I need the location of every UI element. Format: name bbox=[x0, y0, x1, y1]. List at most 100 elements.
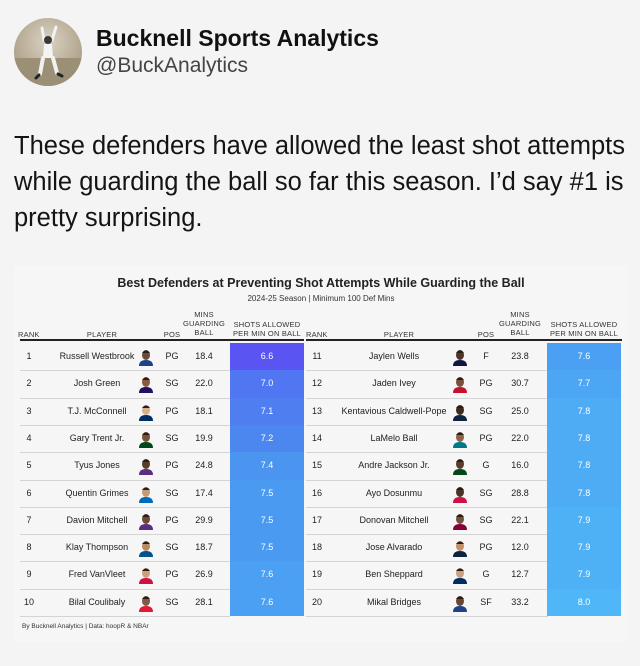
shots-allowed-cell: 7.4 bbox=[230, 452, 304, 480]
table-row: 2 Josh Green SG 22.0 7.0 bbox=[14, 370, 628, 399]
rank-cell: 16 bbox=[311, 487, 322, 498]
rank-cell: 8 bbox=[26, 542, 32, 553]
player-name: Jaylen Wells bbox=[368, 351, 420, 361]
player-headshot-icon bbox=[138, 430, 154, 448]
position-cell: SG bbox=[165, 432, 179, 443]
player-name: Mikal Bridges bbox=[366, 596, 422, 607]
shots-allowed-cell: 7.2 bbox=[230, 424, 304, 453]
column-header-pos: POS bbox=[477, 330, 495, 339]
minutes-cell: 24.8 bbox=[195, 460, 213, 471]
player-name: Gary Trent Jr. bbox=[69, 432, 125, 443]
position-cell: PG bbox=[165, 460, 179, 471]
shots-allowed-cell: 8.0 bbox=[547, 588, 621, 617]
shots-allowed-cell: 7.8 bbox=[547, 424, 621, 453]
position-cell: SG bbox=[165, 487, 179, 498]
table-row: 12 Jaden Ivey PG 30.7 7.7 bbox=[14, 370, 628, 399]
table-row: 6 Quentin Grimes SG 17.4 7.5 bbox=[14, 479, 628, 508]
player-headshot-icon bbox=[452, 485, 468, 503]
player-name: Josh Green bbox=[73, 378, 121, 389]
row-divider bbox=[20, 479, 230, 481]
rank-cell: 5 bbox=[26, 460, 32, 471]
minutes-cell: 22.1 bbox=[511, 514, 529, 525]
column-header-mins: MINS GUARDING BALL bbox=[182, 310, 226, 337]
minutes-cell: 12.7 bbox=[511, 569, 529, 580]
player-headshot-icon bbox=[452, 430, 468, 448]
shots-allowed-cell: 7.5 bbox=[230, 506, 304, 535]
rank-cell: 2 bbox=[26, 378, 32, 389]
shots-allowed-cell: 6.6 bbox=[230, 343, 304, 371]
position-cell: SG bbox=[479, 405, 493, 416]
shots-allowed-cell: 7.9 bbox=[547, 561, 621, 590]
minutes-cell: 18.4 bbox=[195, 351, 213, 361]
player-name: Davion Mitchell bbox=[66, 514, 128, 525]
rank-cell: 17 bbox=[311, 514, 322, 525]
player-headshot-icon bbox=[138, 485, 154, 503]
table-row: 13 Kentavious Caldwell-Pope SG 25.0 7.8 bbox=[14, 397, 628, 426]
rank-cell: 10 bbox=[23, 596, 34, 607]
minutes-cell: 18.7 bbox=[195, 542, 213, 553]
position-cell: F bbox=[483, 351, 489, 361]
user-handle[interactable]: @BuckAnalytics bbox=[96, 54, 249, 77]
rank-cell: 19 bbox=[311, 569, 322, 580]
player-name: T.J. McConnell bbox=[67, 405, 127, 416]
position-cell: PG bbox=[479, 378, 493, 389]
rank-cell: 3 bbox=[26, 405, 32, 416]
attached-table-image[interactable]: Best Defenders at Preventing Shot Attemp… bbox=[14, 266, 628, 642]
player-headshot-icon bbox=[452, 566, 468, 585]
minutes-cell: 22.0 bbox=[195, 378, 213, 389]
minutes-cell: 22.0 bbox=[511, 432, 529, 443]
player-name: Kentavious Caldwell-Pope bbox=[341, 405, 447, 416]
row-divider bbox=[306, 479, 548, 481]
position-cell: PG bbox=[165, 514, 179, 525]
player-headshot-icon bbox=[452, 403, 468, 421]
shots-allowed-cell: 7.8 bbox=[547, 452, 621, 480]
table-row: 11 Jaylen Wells F 23.8 7.6 bbox=[14, 343, 628, 371]
row-divider bbox=[20, 506, 230, 508]
table-row: 10 Bilal Coulibaly SG 28.1 7.6 bbox=[14, 588, 628, 617]
player-name: Quentin Grimes bbox=[65, 487, 129, 498]
minutes-cell: 33.2 bbox=[511, 596, 529, 607]
column-header-pos: POS bbox=[163, 330, 181, 339]
minutes-cell: 26.9 bbox=[195, 569, 213, 580]
shots-allowed-cell: 7.5 bbox=[230, 534, 304, 562]
row-divider bbox=[20, 424, 230, 426]
shots-allowed-cell: 7.8 bbox=[547, 397, 621, 426]
table-row: 19 Ben Sheppard G 12.7 7.9 bbox=[14, 561, 628, 590]
player-headshot-icon bbox=[138, 457, 154, 476]
player-name: Bilal Coulibaly bbox=[68, 596, 126, 607]
player-name: Tyus Jones bbox=[74, 460, 120, 471]
shots-allowed-cell: 7.0 bbox=[230, 370, 304, 399]
table-footer: By Bucknell Analytics | Data: hoopR & NB… bbox=[22, 623, 149, 630]
column-header-rank: RANK bbox=[306, 330, 328, 339]
minutes-cell: 28.1 bbox=[195, 596, 213, 607]
position-cell: PG bbox=[165, 351, 179, 361]
rank-cell: 7 bbox=[26, 514, 32, 525]
minutes-cell: 18.1 bbox=[195, 405, 213, 416]
minutes-cell: 30.7 bbox=[511, 378, 529, 389]
avatar[interactable] bbox=[14, 18, 82, 86]
rank-cell: 12 bbox=[311, 378, 322, 389]
position-cell: SF bbox=[480, 596, 492, 607]
row-divider bbox=[20, 588, 230, 590]
row-divider bbox=[306, 452, 548, 454]
column-header-rank: RANK bbox=[18, 330, 40, 339]
row-divider bbox=[306, 616, 548, 617]
position-cell: PG bbox=[479, 432, 493, 443]
player-headshot-icon bbox=[138, 512, 154, 530]
row-divider bbox=[306, 588, 548, 590]
table-row: 4 Gary Trent Jr. SG 19.9 7.2 bbox=[14, 424, 628, 453]
display-name[interactable]: Bucknell Sports Analytics bbox=[96, 25, 379, 51]
rank-cell: 13 bbox=[311, 405, 322, 416]
player-headshot-icon bbox=[452, 594, 468, 612]
table-row: 20 Mikal Bridges SF 33.2 8.0 bbox=[14, 588, 628, 617]
shots-allowed-cell: 7.8 bbox=[547, 479, 621, 508]
player-name: Jose Alvarado bbox=[365, 542, 423, 553]
minutes-cell: 29.9 bbox=[195, 514, 213, 525]
shots-allowed-cell: 7.7 bbox=[547, 370, 621, 399]
table-row: 18 Jose Alvarado PG 12.0 7.9 bbox=[14, 534, 628, 562]
shots-allowed-cell: 7.5 bbox=[230, 479, 304, 508]
rank-cell: 15 bbox=[311, 460, 322, 471]
table-row: 7 Davion Mitchell PG 29.9 7.5 bbox=[14, 506, 628, 535]
table-row: 9 Fred VanVleet PG 26.9 7.6 bbox=[14, 561, 628, 590]
player-name: Jaden Ivey bbox=[372, 378, 416, 389]
